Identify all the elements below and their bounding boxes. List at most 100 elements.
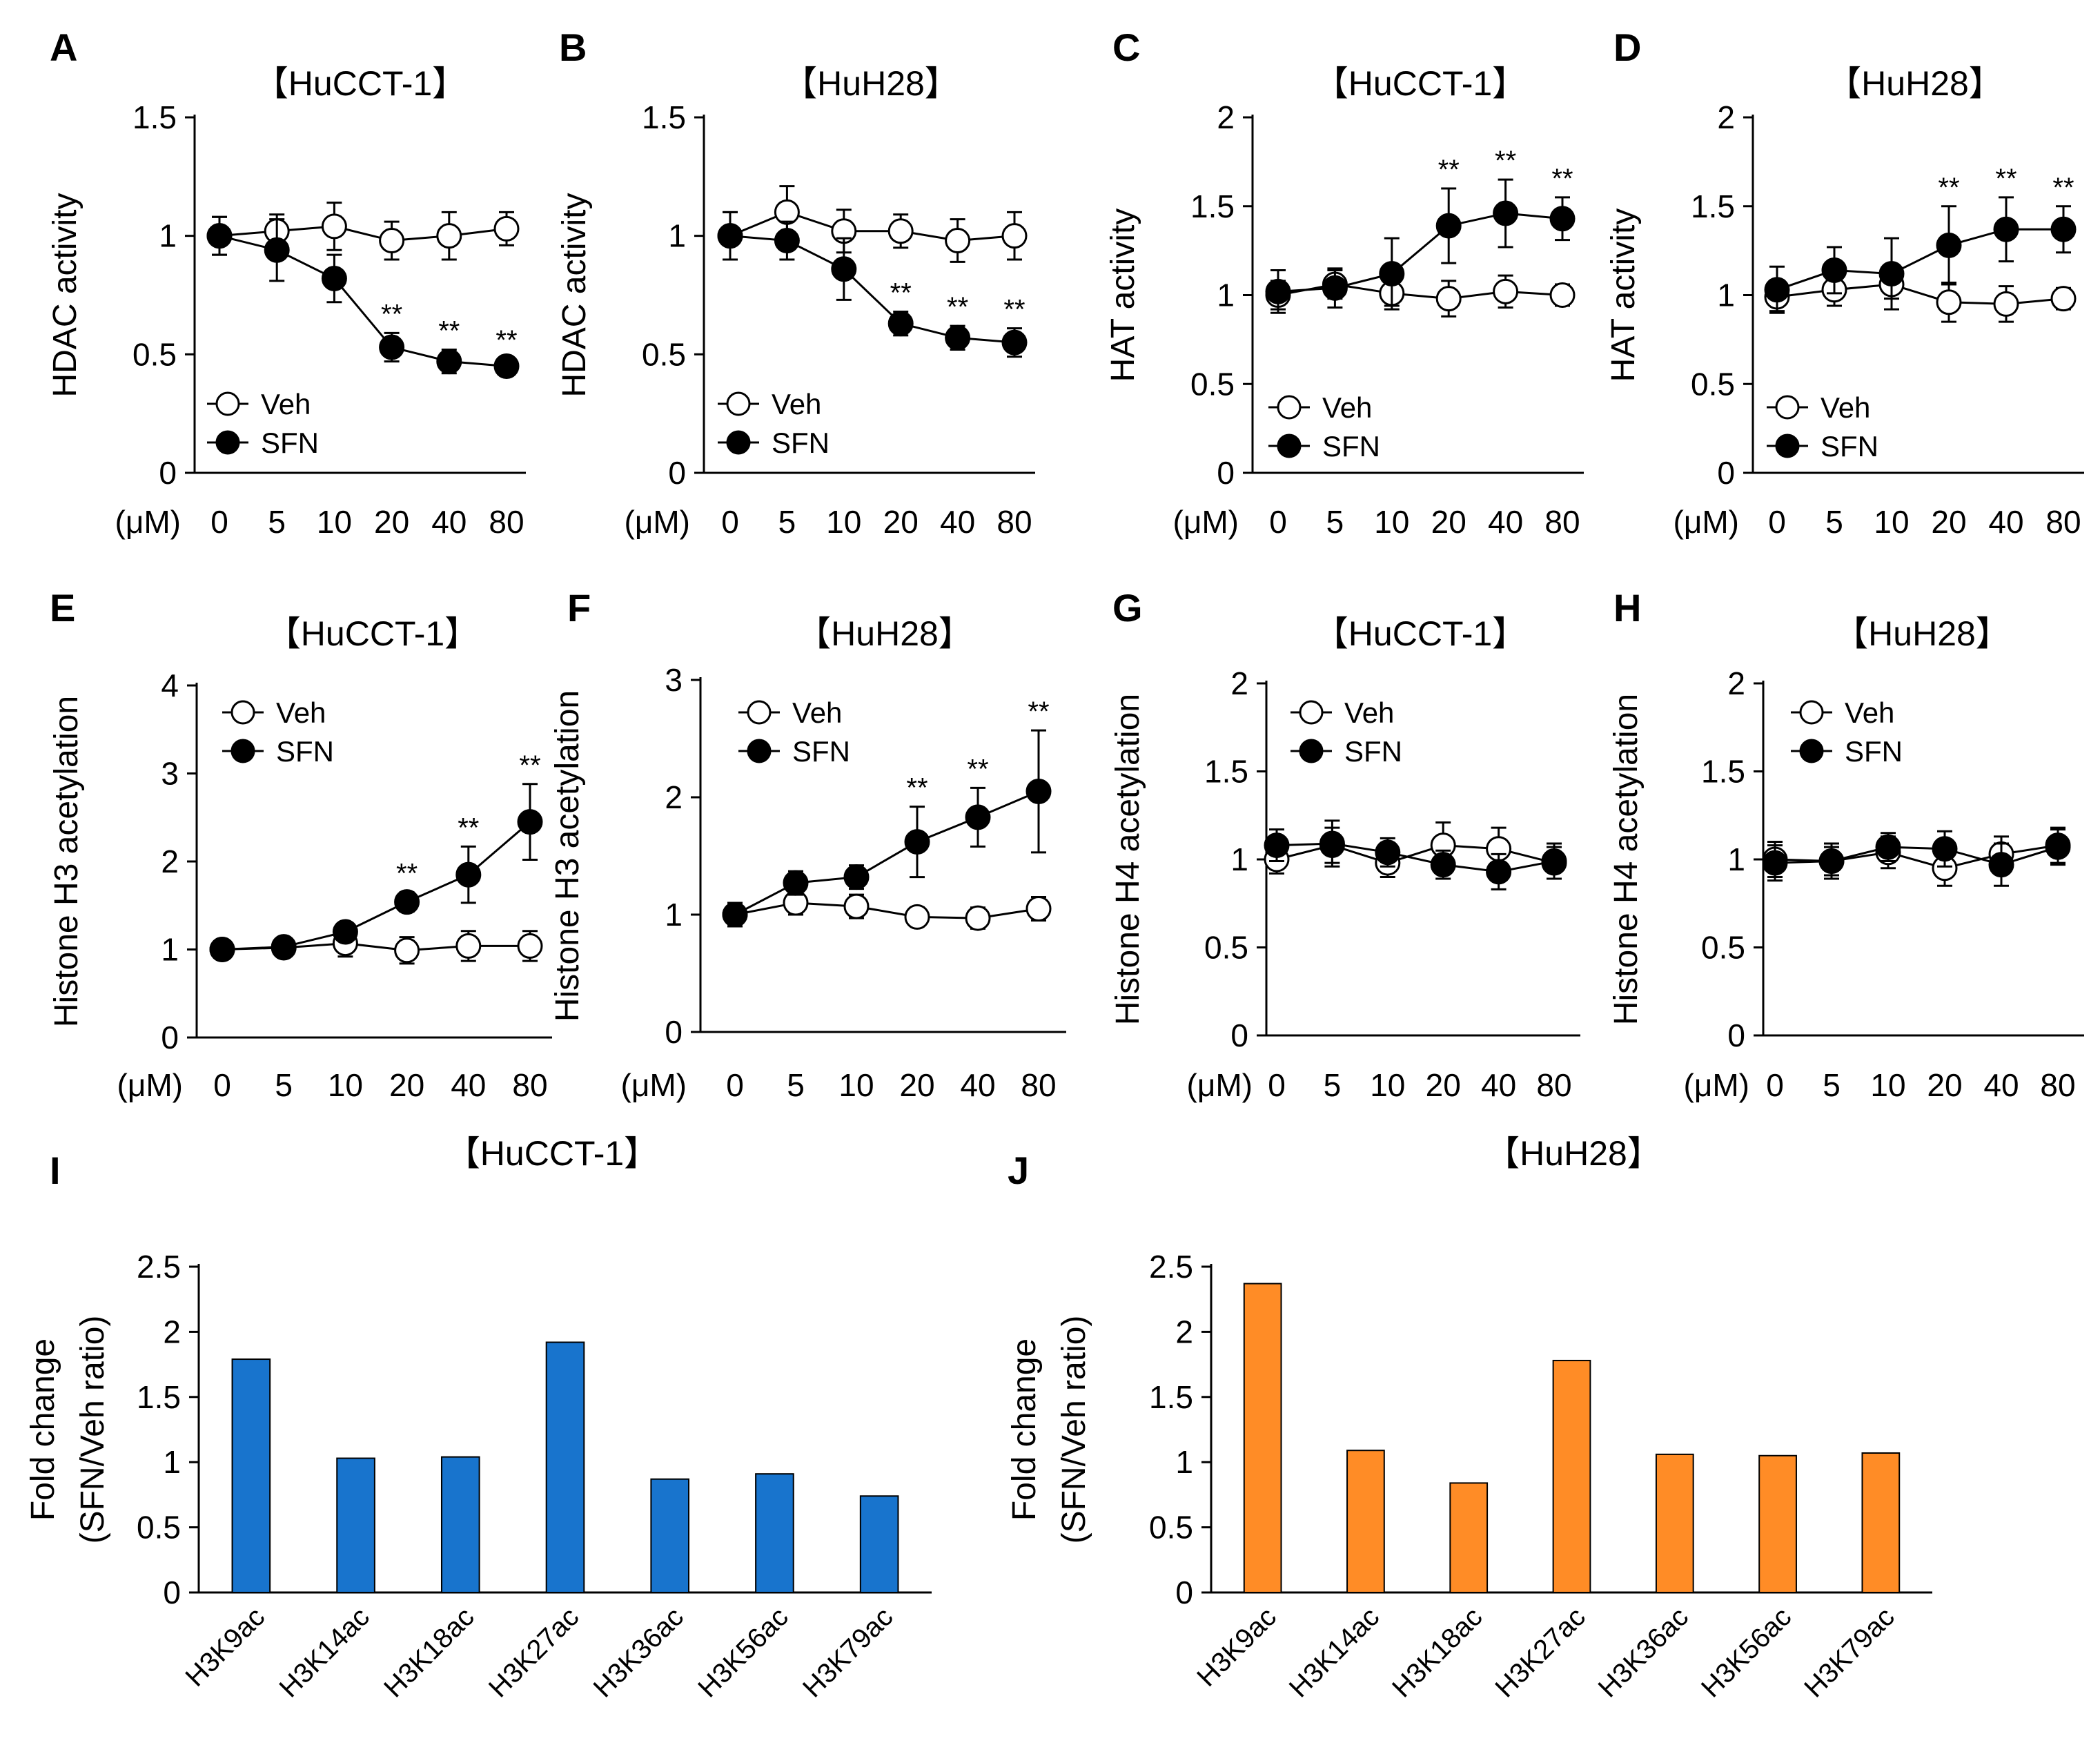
x-tick-label: 80: [1544, 504, 1580, 540]
y-tick-label: 0.5: [1190, 366, 1235, 402]
data-point-veh: [945, 228, 971, 254]
legend-label-veh: Veh: [1322, 391, 1372, 424]
x-category-label: H3K56ac: [1696, 1601, 1797, 1703]
data-point-sfn: [332, 919, 358, 945]
data-point-sfn: [1541, 848, 1567, 875]
significance-marker: **: [1028, 696, 1049, 727]
panel-letter: G: [1112, 586, 1143, 630]
x-tick-label: 10: [1870, 1067, 1905, 1103]
data-point-sfn: [1821, 257, 1847, 283]
significance-marker: **: [1438, 155, 1460, 185]
x-unit-label: (μM): [115, 504, 181, 540]
significance-marker: **: [495, 325, 517, 355]
legend-marker-veh: [1277, 395, 1302, 420]
data-point-sfn: [271, 934, 297, 960]
legend-label-sfn: SFN: [1821, 430, 1878, 462]
y-tick-label: 0: [1717, 455, 1735, 491]
panel-title: 【HuCCT-1】: [254, 64, 467, 103]
data-point-sfn: [843, 864, 870, 890]
legend-marker-veh: [1799, 700, 1824, 725]
y-axis-title: Histone H4 acetylation: [1110, 694, 1146, 1025]
y-tick-label: 0: [159, 455, 177, 491]
y-axis-title: Fold change: [1006, 1338, 1043, 1521]
x-category-label: H3K9ac: [1191, 1601, 1282, 1693]
data-point-sfn: [206, 223, 233, 249]
series-line-sfn: [219, 235, 507, 367]
data-point-veh: [2050, 286, 2077, 312]
data-point-sfn: [1486, 859, 1512, 885]
y-tick-label: 1: [161, 932, 179, 968]
data-point-sfn: [2045, 834, 2071, 860]
bar-h3k56ac: [1758, 1454, 1797, 1594]
y-tick-label: 2: [665, 779, 683, 815]
legend-marker-sfn: [1299, 739, 1324, 763]
data-point-sfn: [379, 334, 405, 360]
x-tick-label: 5: [268, 504, 286, 540]
x-category-label: H3K27ac: [1489, 1601, 1591, 1703]
data-point-veh: [1001, 223, 1028, 249]
y-tick-label: 0.5: [1701, 930, 1745, 966]
x-tick-label: 20: [389, 1067, 424, 1103]
x-category-label: H3K36ac: [1593, 1601, 1694, 1703]
data-point-sfn: [1993, 216, 2019, 242]
x-tick-label: 80: [1536, 1067, 1571, 1103]
y-tick-label: 0: [163, 1575, 181, 1610]
series-line-sfn: [1277, 212, 1563, 293]
x-tick-label: 80: [2040, 1067, 2075, 1103]
x-category-label: H3K14ac: [1284, 1601, 1385, 1703]
panel-letter: D: [1613, 26, 1641, 69]
x-tick-label: 40: [1983, 1067, 2019, 1103]
panel-title: 【HuCCT-1】: [446, 1134, 658, 1173]
data-point-sfn: [1936, 232, 1962, 258]
data-point-sfn: [394, 889, 420, 915]
y-tick-label: 0.5: [1204, 930, 1248, 966]
significance-marker: **: [2052, 173, 2074, 203]
panel-G: G 【HuCCT-1】 0 0.5 1 1.5 2 Histone H4 acetylatio…: [1110, 586, 1580, 1103]
significance-marker: **: [438, 315, 460, 346]
panel-title: 【HuH28】: [783, 64, 959, 103]
panel-I: I 【HuCCT-1】 0 0.5 1 1.5 2 2.5 Fold change (SFN/Ve…: [25, 1134, 932, 1704]
x-unit-label: (μM): [621, 1067, 687, 1103]
data-point-sfn: [1818, 848, 1845, 875]
y-tick-label: 3: [161, 756, 179, 792]
data-point-sfn: [1430, 852, 1456, 878]
x-tick-label: 0: [213, 1067, 231, 1103]
y-axis-title: Histone H3 acetylation: [48, 696, 85, 1027]
y-tick-label: 0.5: [1149, 1510, 1193, 1546]
x-category-label: H3K79ac: [1798, 1601, 1900, 1703]
x-tick-label: 20: [1431, 504, 1466, 540]
panel-letter: C: [1112, 26, 1140, 69]
panel-C: C 【HuCCT-1】 0 0.5 1 1.5 2 HAT activity (μM) 0 5 10 2…: [1105, 26, 1584, 540]
y-tick-label: 1: [159, 218, 177, 254]
y-tick-label: 1: [1717, 277, 1735, 313]
x-category-label: H3K9ac: [179, 1601, 271, 1693]
legend-label-veh: Veh: [772, 388, 821, 420]
x-unit-label: (μM): [1173, 504, 1239, 540]
x-tick-label: 20: [899, 1067, 934, 1103]
significance-marker: **: [1938, 173, 1959, 203]
y-tick-label: 2: [163, 1314, 181, 1349]
x-tick-label: 0: [210, 504, 228, 540]
legend-marker-veh: [1299, 700, 1324, 725]
y-tick-label: 1: [1175, 1444, 1193, 1480]
y-tick-label: 1.5: [1190, 188, 1235, 224]
legend-label-sfn: SFN: [276, 735, 334, 768]
panel-title: 【HuCCT-1】: [1314, 64, 1527, 103]
x-tick-label: 10: [1874, 504, 1909, 540]
data-point-sfn: [1001, 329, 1028, 355]
x-tick-label: 5: [1823, 1067, 1841, 1103]
y-axis-title: Fold change: [25, 1338, 61, 1521]
x-tick-label: 0: [721, 504, 739, 540]
y-tick-label: 0.5: [137, 1510, 181, 1546]
x-tick-label: 5: [787, 1067, 805, 1103]
data-point-sfn: [517, 809, 543, 835]
legend-label-sfn: SFN: [1344, 735, 1402, 768]
y-tick-label: 2: [1175, 1314, 1193, 1349]
series-line-veh: [219, 225, 507, 242]
data-point-sfn: [1549, 206, 1576, 232]
series-line-sfn: [734, 790, 1039, 916]
significance-marker: **: [1551, 164, 1573, 194]
legend-label-veh: Veh: [261, 388, 311, 420]
y-axis-title: HDAC activity: [556, 193, 593, 397]
